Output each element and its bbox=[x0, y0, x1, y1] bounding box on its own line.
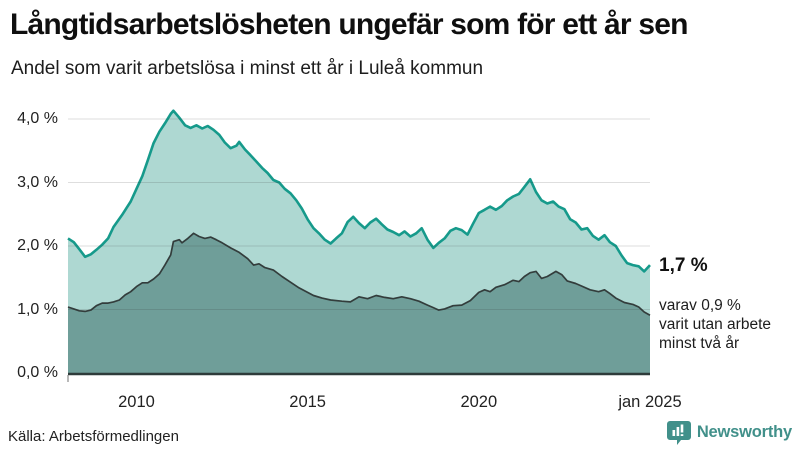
end-value-label: 1,7 % bbox=[659, 255, 708, 276]
y-axis-label: 0,0 % bbox=[17, 364, 58, 381]
brand-name: Newsworthy bbox=[696, 423, 792, 441]
y-axis-label: 4,0 % bbox=[17, 110, 58, 127]
y-axis-label: 2,0 % bbox=[17, 237, 58, 254]
y-axis-label: 1,0 % bbox=[17, 300, 58, 318]
chart-bubble-icon bbox=[666, 421, 691, 445]
x-axis-label: jan 2025 bbox=[618, 393, 682, 411]
source-note: Källa: Arbetsförmedlingen bbox=[8, 428, 179, 445]
page-subtitle: Andel som varit arbetslösa i minst ett å… bbox=[11, 58, 484, 79]
end-value-sublabel-line: minst två år bbox=[659, 335, 740, 352]
end-value-sublabel-line: varit utan arbete bbox=[659, 316, 772, 333]
x-axis-label: 2015 bbox=[289, 393, 326, 411]
newsworthy-logo: Newsworthy bbox=[666, 420, 792, 445]
end-value-sublabel-line: varav 0,9 % bbox=[659, 297, 741, 314]
y-axis-label: 3,0 % bbox=[17, 173, 58, 191]
x-axis-label: 2020 bbox=[460, 393, 498, 411]
page-title: Långtidsarbetslösheten ungefär som för e… bbox=[10, 8, 688, 41]
x-axis-label: 2010 bbox=[118, 393, 155, 411]
end-value-sublabel: varav 0,9 % varit utan arbete minst två … bbox=[659, 296, 771, 353]
